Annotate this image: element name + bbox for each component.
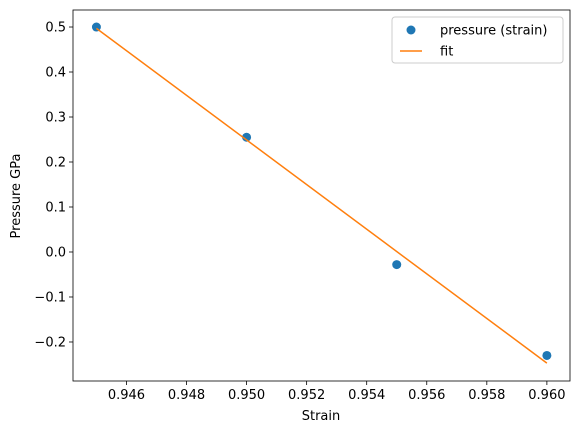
y-tick-label: 0.2 (45, 155, 66, 170)
fit-line (95, 27, 548, 364)
y-tick-label: 0.1 (45, 200, 66, 215)
x-tick-label: 0.946 (108, 388, 145, 403)
legend-label: fit (440, 45, 453, 60)
legend-marker (406, 25, 416, 35)
scatter-point (542, 350, 552, 360)
y-tick-label: −0.1 (34, 290, 66, 305)
legend-box (391, 16, 564, 64)
x-tick-label: 0.954 (348, 388, 385, 403)
y-tick-label: 0.5 (45, 21, 66, 36)
y-tick-label: 0.4 (45, 66, 66, 81)
x-axis-label: Strain (302, 409, 341, 424)
y-axis-label: Pressure GPa (9, 154, 24, 239)
x-tick-label: 0.952 (288, 388, 325, 403)
scatter-point (242, 132, 252, 142)
x-tick-label: 0.950 (228, 388, 265, 403)
x-tick-label: 0.956 (408, 388, 445, 403)
y-tick-label: 0.0 (45, 245, 66, 260)
x-tick-label: 0.960 (528, 388, 565, 403)
x-tick-label: 0.948 (168, 388, 205, 403)
plot-frame (72, 9, 571, 382)
y-tick-label: 0.3 (45, 111, 66, 126)
scatter-point (392, 260, 402, 270)
y-tick-label: −0.2 (34, 335, 66, 350)
legend-label: pressure (strain) (440, 24, 547, 39)
x-tick-label: 0.958 (468, 388, 505, 403)
